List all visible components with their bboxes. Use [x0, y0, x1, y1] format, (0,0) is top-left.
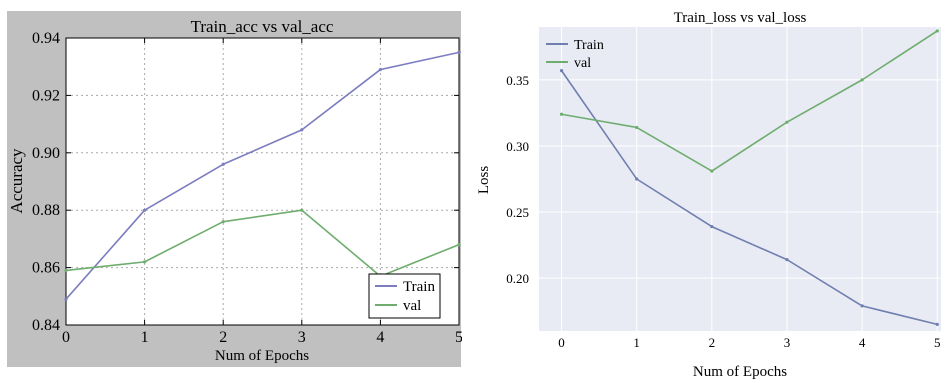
series-line-val: [65, 209, 460, 278]
data-point-train: [559, 69, 564, 73]
data-point-train: [221, 162, 225, 166]
data-point-train: [710, 224, 714, 229]
data-point-train: [64, 297, 68, 301]
data-point-val: [300, 208, 304, 212]
x-tick-label: 5: [934, 335, 941, 350]
legend-label: Train: [574, 38, 604, 53]
x-tick-label: 2: [219, 329, 227, 346]
series-lines: [64, 50, 461, 301]
y-tick-label: 0.30: [506, 139, 529, 154]
x-axis-label: Num of Epochs: [215, 348, 309, 364]
axis-ticks: 0 1 2 3 4 5 0.84 0.86 0.88 0.90 0.92 0.94: [32, 30, 462, 346]
series-line-train: [65, 51, 460, 300]
data-point-train: [300, 128, 304, 132]
x-tick-label: 1: [633, 335, 640, 350]
x-tick-label: 3: [784, 335, 791, 350]
y-axis-label: Accuracy: [7, 148, 26, 214]
series-line-val: [561, 30, 938, 172]
x-axis-label: Num of Epochs: [693, 364, 787, 380]
accuracy-chart: 0 1 2 3 4 5 0.84 0.86 0.88 0.90 0.92 0.94 Train_acc…: [7, 11, 462, 367]
plot-area: [539, 27, 941, 331]
legend-box: [368, 273, 441, 319]
data-point-train: [860, 304, 864, 308]
y-tick-label: 0.35: [506, 73, 529, 88]
data-point-train: [378, 67, 382, 72]
y-tick-label: 0.92: [32, 87, 60, 104]
x-tick-label: 0: [62, 329, 70, 346]
data-point-val: [710, 169, 714, 173]
y-tick-label: 0.20: [506, 271, 529, 286]
series-line-train: [560, 70, 938, 326]
x-tick-label: 3: [298, 329, 306, 346]
data-point-val: [935, 29, 939, 33]
x-tick-label: 5: [455, 329, 462, 346]
grid: [66, 38, 459, 325]
legend-label: val: [574, 56, 591, 71]
chart-title: Train_acc vs val_acc: [191, 17, 334, 36]
legend-label: Train: [403, 279, 435, 295]
grid: [539, 27, 941, 331]
data-point-val: [860, 78, 864, 82]
chart-title: Train_loss vs val_loss: [674, 10, 807, 26]
series-lines: [559, 29, 939, 326]
y-tick-label: 0.94: [32, 30, 60, 47]
legend: Train val: [546, 38, 604, 71]
x-tick-label: 2: [709, 335, 716, 350]
y-tick-label: 0.25: [506, 205, 529, 220]
y-tick-label: 0.88: [32, 202, 60, 219]
data-point-val: [457, 243, 461, 247]
x-tick-label: 1: [141, 329, 149, 346]
legend: Train val: [368, 273, 441, 319]
y-tick-label: 0.84: [32, 317, 60, 334]
data-point-train: [785, 258, 789, 262]
data-point-val: [143, 260, 147, 264]
loss-chart: 0 1 2 3 4 5 0.20 0.25 0.30 0.35 Train_loss vs val…: [476, 10, 941, 380]
data-point-train: [935, 322, 939, 326]
y-axis-label: Loss: [476, 166, 492, 195]
y-tick-label: 0.90: [32, 145, 60, 162]
data-point-train: [143, 208, 147, 212]
x-tick-label: 4: [859, 335, 866, 350]
legend-label: val: [403, 298, 421, 314]
x-tick-label: 0: [558, 335, 565, 350]
y-tick-label: 0.86: [32, 260, 60, 277]
data-point-train: [635, 177, 639, 181]
data-point-val: [221, 220, 225, 224]
x-tick-label: 4: [376, 329, 384, 346]
data-point-val: [559, 112, 564, 116]
axis-ticks: 0 1 2 3 4 5 0.20 0.25 0.30 0.35: [506, 73, 940, 350]
data-point-val: [635, 125, 639, 130]
data-point-val: [785, 120, 789, 124]
data-point-val: [64, 268, 68, 273]
data-point-train: [457, 50, 461, 54]
